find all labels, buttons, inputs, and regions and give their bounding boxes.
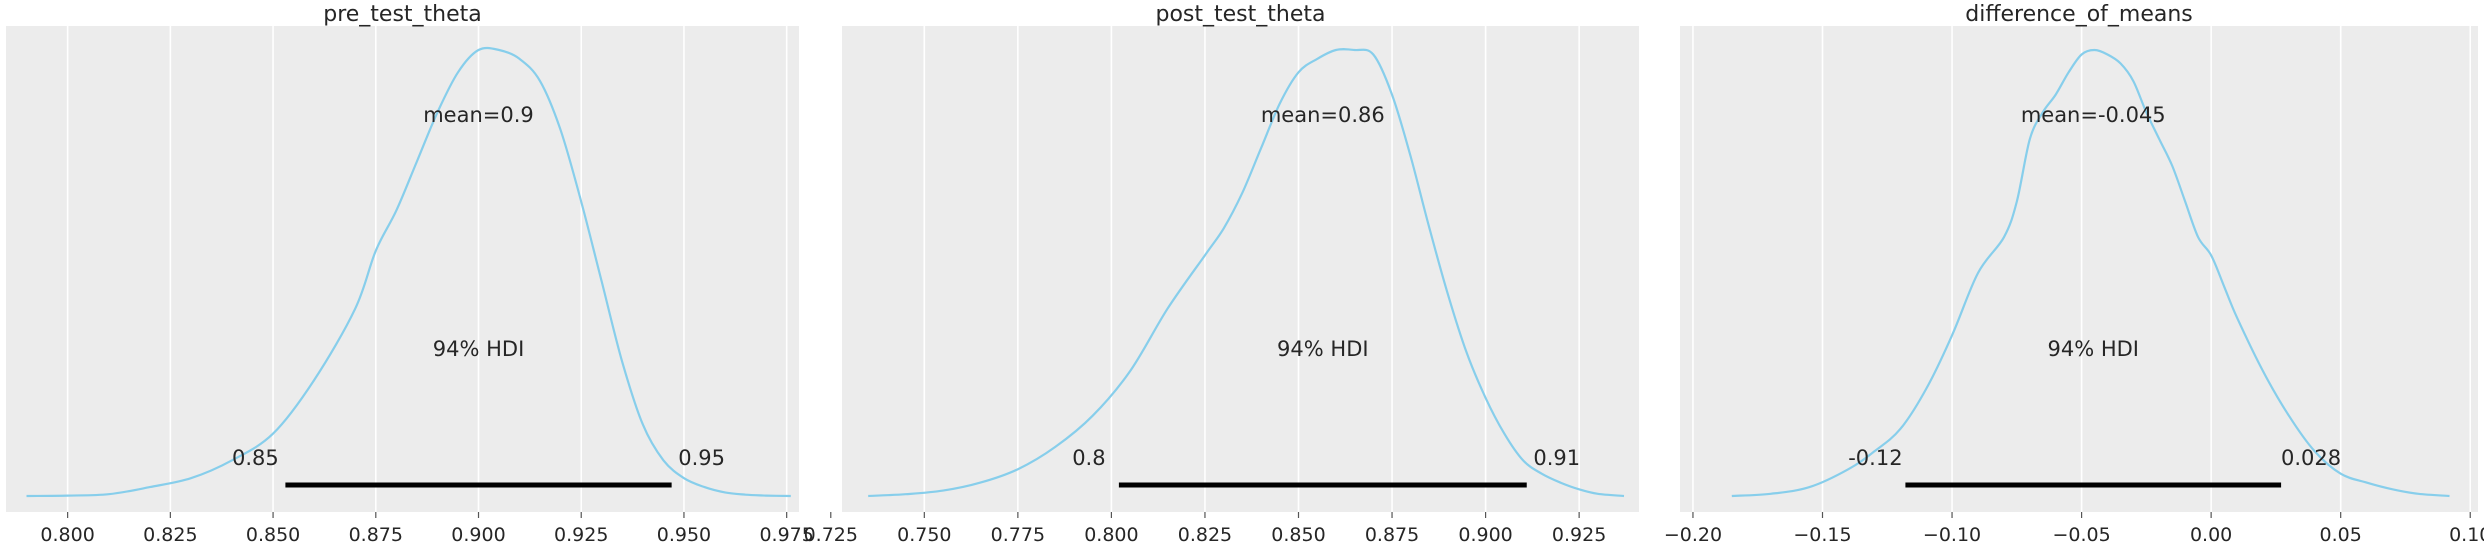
hdi-low-label: 0.85: [232, 446, 279, 470]
x-tick-label: 0.850: [246, 524, 300, 546]
x-tick-label: 0.05: [2320, 524, 2362, 546]
x-tick-label: −0.10: [1923, 524, 1981, 546]
hdi-high-label: 0.95: [678, 446, 725, 470]
plot-area: [1680, 26, 2478, 512]
subplot-3: −0.20 −0.15 −0.10 −0.05 0.00 0.05 0.10 differen…: [1664, 2, 2484, 546]
x-tick-label: 0.850: [1271, 524, 1325, 546]
x-tick-label: 0.975: [759, 524, 813, 546]
x-tick-label: 0.925: [554, 524, 608, 546]
subplot-title: post_test_theta: [1156, 2, 1326, 27]
x-tick-label: 0.10: [2449, 524, 2484, 546]
x-tick-label: 0.800: [40, 524, 94, 546]
subplot-1: 0.800 0.825 0.850 0.875 0.900 0.925 0.950 0.975…: [6, 2, 814, 546]
x-tick-label: 0.00: [2190, 524, 2232, 546]
x-tick-label: −0.15: [1793, 524, 1851, 546]
hdi-low-label: 0.8: [1072, 446, 1105, 470]
mean-label: mean=-0.045: [2021, 103, 2166, 127]
x-tick-label: 0.900: [1458, 524, 1512, 546]
x-tick-label: 0.800: [1084, 524, 1138, 546]
hdi-high-label: 0.91: [1533, 446, 1580, 470]
x-tick-label: −0.05: [2052, 524, 2110, 546]
x-tick-label: 0.825: [1178, 524, 1232, 546]
x-tick-label: 0.750: [897, 524, 951, 546]
x-tick-label: 0.875: [349, 524, 403, 546]
hdi-label: 94% HDI: [2047, 337, 2139, 361]
x-tick-label: 0.900: [451, 524, 505, 546]
subplot-title: pre_test_theta: [323, 2, 482, 27]
hdi-low-label: -0.12: [1848, 446, 1902, 470]
x-tick-label: 0.775: [991, 524, 1045, 546]
subplot-2: 0.725 0.750 0.775 0.800 0.825 0.850 0.875 0.900…: [804, 2, 1639, 546]
x-tick-label: 0.925: [1552, 524, 1606, 546]
mean-label: mean=0.86: [1261, 103, 1385, 127]
mean-label: mean=0.9: [423, 103, 534, 127]
density-curve: [868, 48, 1625, 498]
x-tick-label: −0.20: [1664, 524, 1722, 546]
subplot-title: difference_of_means: [1965, 2, 2193, 27]
x-tick-label: 0.950: [657, 524, 711, 546]
x-tick-label: 0.825: [143, 524, 197, 546]
hdi-label: 94% HDI: [1277, 337, 1369, 361]
hdi-high-label: 0.028: [2281, 446, 2341, 470]
density-curve: [26, 46, 791, 498]
hdi-label: 94% HDI: [433, 337, 525, 361]
plot-area: [842, 26, 1639, 512]
plot-area: [6, 26, 799, 512]
x-tick-label: 0.875: [1365, 524, 1419, 546]
x-tick-label: 0.725: [804, 524, 858, 546]
density-curve: [1731, 48, 2450, 498]
